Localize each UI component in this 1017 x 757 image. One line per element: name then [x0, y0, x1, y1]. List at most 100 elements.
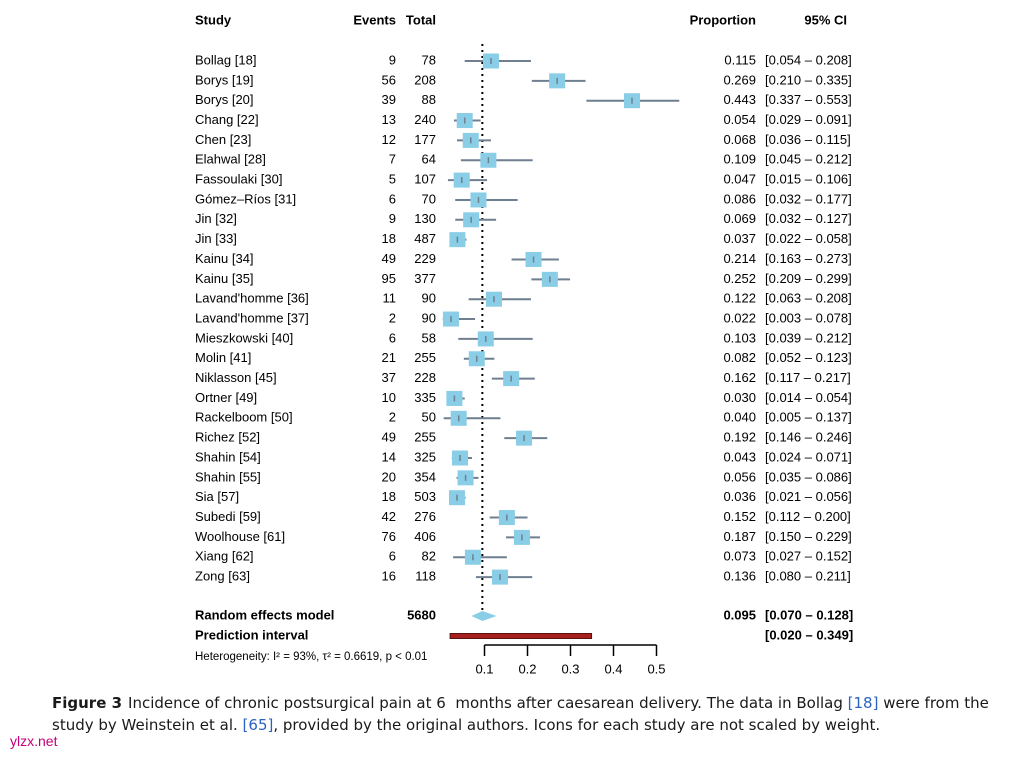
- study-total: 82: [422, 549, 436, 564]
- study-proportion: 0.192: [723, 430, 756, 445]
- study-proportion: 0.103: [723, 330, 756, 345]
- study-ci: [0.032 – 0.177]: [765, 191, 852, 206]
- study-events: 18: [382, 489, 396, 504]
- study-name: Jin [32]: [195, 211, 237, 226]
- study-events: 20: [382, 469, 396, 484]
- study-events: 21: [382, 350, 396, 365]
- study-proportion: 0.252: [723, 271, 756, 286]
- summary-proportion: 0.095: [723, 607, 756, 622]
- figure-label: Figure 3: [52, 694, 123, 712]
- study-name: Kainu [34]: [195, 251, 254, 266]
- study-total: 107: [414, 172, 436, 187]
- study-proportion: 0.054: [723, 112, 756, 127]
- study-events: 49: [382, 251, 396, 266]
- study-ci: [0.029 – 0.091]: [765, 112, 852, 127]
- study-total: 335: [414, 390, 436, 405]
- study-name: Woolhouse [61]: [195, 529, 285, 544]
- study-proportion: 0.214: [723, 251, 756, 266]
- study-proportion: 0.086: [723, 191, 756, 206]
- x-tick-label: 0.3: [561, 661, 579, 676]
- study-total: 503: [414, 489, 436, 504]
- summary-ci: [0.070 – 0.128]: [765, 607, 853, 622]
- study-ci: [0.024 – 0.071]: [765, 449, 852, 464]
- study-proportion: 0.047: [723, 172, 756, 187]
- study-name: Chen [23]: [195, 132, 251, 147]
- caption-reference-link-65[interactable]: [65]: [242, 716, 274, 734]
- study-proportion: 0.043: [723, 449, 756, 464]
- study-events: 9: [389, 211, 396, 226]
- x-tick-label: 0.5: [647, 661, 665, 676]
- x-tick-label: 0.2: [518, 661, 536, 676]
- study-proportion: 0.187: [723, 529, 756, 544]
- study-name: Rackelboom [50]: [195, 410, 293, 425]
- study-name: Shahin [55]: [195, 469, 261, 484]
- study-proportion: 0.122: [723, 291, 756, 306]
- header-total: Total: [406, 12, 436, 27]
- study-events: 6: [389, 549, 396, 564]
- study-proportion: 0.056: [723, 469, 756, 484]
- summary-label: Random effects model: [195, 607, 334, 622]
- study-proportion: 0.269: [723, 72, 756, 87]
- study-name: Lavand'homme [36]: [195, 291, 309, 306]
- study-events: 16: [382, 569, 396, 584]
- study-proportion: 0.037: [723, 231, 756, 246]
- study-proportion: 0.073: [723, 549, 756, 564]
- study-events: 14: [382, 449, 396, 464]
- study-total: 70: [422, 191, 436, 206]
- study-total: 130: [414, 211, 436, 226]
- study-name: Molin [41]: [195, 350, 251, 365]
- study-total: 90: [422, 291, 436, 306]
- study-events: 7: [389, 152, 396, 167]
- study-events: 2: [389, 410, 396, 425]
- study-proportion: 0.069: [723, 211, 756, 226]
- study-events: 12: [382, 132, 396, 147]
- study-ci: [0.163 – 0.273]: [765, 251, 852, 266]
- summary-total: 5680: [407, 607, 436, 622]
- study-ci: [0.054 – 0.208]: [765, 52, 852, 67]
- study-total: 276: [414, 509, 436, 524]
- study-total: 354: [414, 469, 436, 484]
- study-ci: [0.015 – 0.106]: [765, 172, 852, 187]
- study-proportion: 0.068: [723, 132, 756, 147]
- study-proportion: 0.109: [723, 152, 756, 167]
- study-events: 13: [382, 112, 396, 127]
- study-total: 325: [414, 449, 436, 464]
- study-events: 2: [389, 310, 396, 325]
- study-events: 6: [389, 330, 396, 345]
- study-total: 90: [422, 310, 436, 325]
- header-proportion: Proportion: [690, 12, 756, 27]
- x-tick-label: 0.4: [604, 661, 622, 676]
- study-ci: [0.036 – 0.115]: [765, 132, 851, 147]
- study-ci: [0.032 – 0.127]: [765, 211, 852, 226]
- study-ci: [0.027 – 0.152]: [765, 549, 852, 564]
- study-name: Elahwal [28]: [195, 152, 266, 167]
- study-proportion: 0.030: [723, 390, 756, 405]
- study-total: 487: [414, 231, 436, 246]
- study-ci: [0.117 – 0.217]: [765, 370, 851, 385]
- study-total: 50: [422, 410, 436, 425]
- study-total: 406: [414, 529, 436, 544]
- heterogeneity-text: Heterogeneity: I² = 93%, τ² = 0.6619, p …: [195, 651, 427, 663]
- study-name: Subedi [59]: [195, 509, 261, 524]
- caption-reference-link-18[interactable]: [18]: [847, 694, 879, 712]
- study-total: 58: [422, 330, 436, 345]
- study-ci: [0.022 – 0.058]: [765, 231, 852, 246]
- study-name: Borys [19]: [195, 72, 254, 87]
- study-name: Bollag [18]: [195, 52, 256, 67]
- header-ci: 95% CI: [804, 12, 847, 27]
- study-proportion: 0.162: [723, 370, 756, 385]
- study-total: 240: [414, 112, 436, 127]
- caption-text-1: Incidence of chronic postsurgical pain a…: [128, 694, 848, 712]
- study-total: 255: [414, 430, 436, 445]
- study-proportion: 0.136: [723, 569, 756, 584]
- summary-diamond: [471, 611, 497, 621]
- study-total: 377: [414, 271, 436, 286]
- study-events: 95: [382, 271, 396, 286]
- study-name: Shahin [54]: [195, 449, 261, 464]
- study-events: 49: [382, 430, 396, 445]
- caption-text-3: , provided by the original authors. Icon…: [273, 716, 881, 734]
- study-total: 88: [422, 92, 436, 107]
- study-name: Gómez–Ríos [31]: [195, 191, 296, 206]
- study-ci: [0.039 – 0.212]: [765, 330, 852, 345]
- study-events: 11: [383, 291, 397, 306]
